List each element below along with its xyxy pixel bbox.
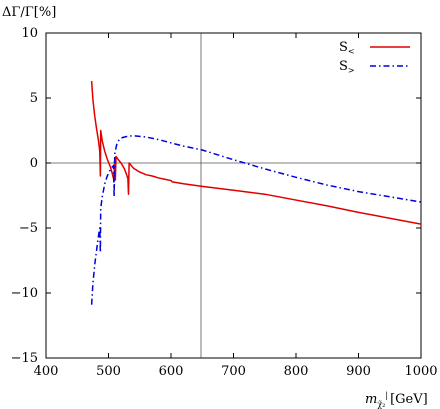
y-tick-label: −5 <box>19 221 38 236</box>
x-tick-label: 600 <box>159 364 184 379</box>
x-tick-label: 900 <box>346 364 371 379</box>
series-line-s-less <box>90 81 422 225</box>
y-tick-label: −10 <box>11 286 38 301</box>
y-axis-title: ΔΓ/Γ[%] <box>2 5 56 20</box>
legend-label-s-greater-sub: > <box>348 66 355 75</box>
y-tick-label: −15 <box>11 351 38 366</box>
plot-frame <box>45 32 422 359</box>
x-axis-title-unit: [GeV] <box>390 392 428 407</box>
legend-label-s-greater-base: S <box>339 59 348 74</box>
legend: S< S> <box>339 40 410 75</box>
x-axis-title: mχ̃₂| [GeV] <box>365 391 428 409</box>
axis-ticks: 400 500 600 700 800 900 1000 −15 −10 −5 0 5 10 <box>11 26 438 379</box>
x-tick-label: 700 <box>221 364 246 379</box>
series-line-s-greater <box>90 134 422 305</box>
legend-label-s-less-sub: < <box>348 47 355 56</box>
x-tick-label: 500 <box>96 364 121 379</box>
y-tick-label: 5 <box>30 91 38 106</box>
legend-label-s-less-base: S <box>339 40 348 55</box>
x-axis-title-subscript: χ̃₂ <box>377 400 385 409</box>
x-tick-label: 1000 <box>404 364 437 379</box>
y-tick-label: 0 <box>30 156 38 171</box>
legend-label-s-less: S< <box>339 40 355 56</box>
x-tick-label: 400 <box>34 364 59 379</box>
series-layer <box>90 81 422 305</box>
legend-label-s-greater: S> <box>339 59 355 75</box>
x-tick-label: 800 <box>284 364 309 379</box>
x-axis-title-superscript: | <box>385 391 388 400</box>
y-tick-label: 10 <box>21 26 38 41</box>
x-axis-title-symbol: m <box>365 392 377 407</box>
